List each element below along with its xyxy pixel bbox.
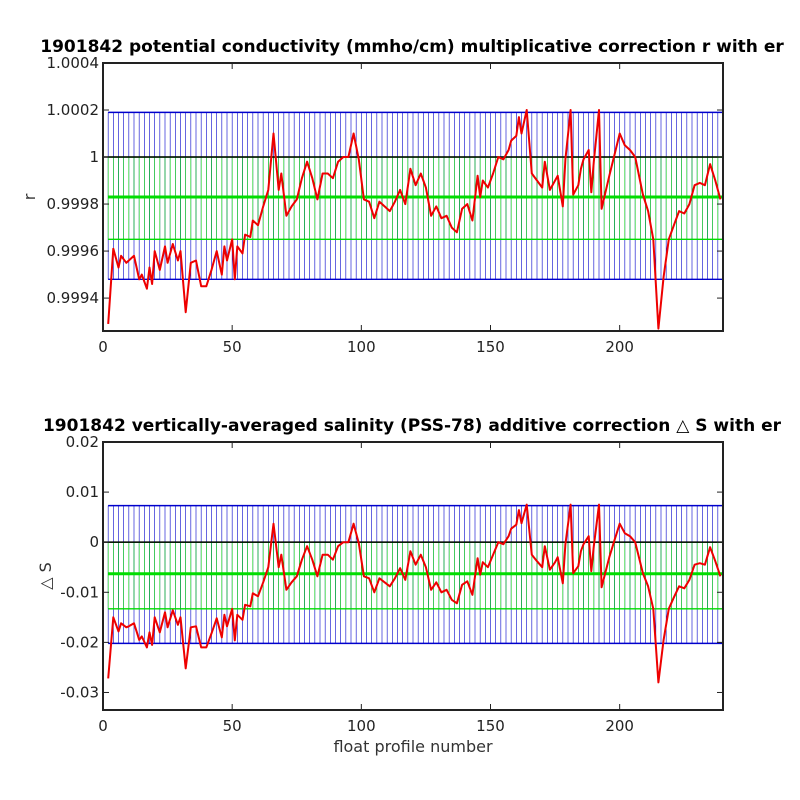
x-tick-label: 200 xyxy=(605,338,634,356)
y-tick-label: -0.03 xyxy=(60,683,99,701)
x-tick-label: 150 xyxy=(476,717,505,735)
y-tick-label: -0.02 xyxy=(60,633,99,651)
series-line xyxy=(107,109,722,330)
x-tick-label: 50 xyxy=(223,338,242,356)
x-tick-label: 100 xyxy=(347,717,376,735)
x-tick-label: 0 xyxy=(98,717,108,735)
x-tick-label: 100 xyxy=(347,338,376,356)
inner-error-bars xyxy=(107,541,724,610)
x-axis-label: float profile number xyxy=(333,737,493,756)
x-tick-label: 0 xyxy=(98,338,108,356)
y-tick-label: 1.0002 xyxy=(47,101,100,119)
y-tick-label: 0.9998 xyxy=(47,195,100,213)
series-line xyxy=(107,503,722,684)
y-tick-label: 0.02 xyxy=(66,433,99,451)
top-panel: 1901842 potential conductivity (mmho/cm)… xyxy=(20,37,784,356)
y-tick-label: -0.01 xyxy=(60,583,99,601)
y-axis-label: △ S xyxy=(36,562,55,590)
y-axis-label: r xyxy=(20,193,39,200)
y-tick-label: 0.9996 xyxy=(47,242,100,260)
x-tick-label: 150 xyxy=(476,338,505,356)
y-tick-label: 1.0004 xyxy=(47,54,100,72)
plot-area: 0 50 100 150 200 -0.03 -0.02 -0.01 0 0.01 0.02 xyxy=(60,433,724,735)
chart-title: 1901842 vertically-averaged salinity (PS… xyxy=(43,416,782,436)
axes-frame xyxy=(102,62,724,332)
y-tick-label: 0 xyxy=(89,533,99,551)
chart-title: 1901842 potential conductivity (mmho/cm)… xyxy=(40,37,784,57)
y-tick-label: 1 xyxy=(89,148,99,166)
axes-frame xyxy=(102,441,724,711)
plot-area: 0 50 100 150 200 0.9994 0.9996 0.9998 1 1.0002 1.0… xyxy=(47,54,724,356)
bottom-panel: 1901842 vertically-averaged salinity (PS… xyxy=(36,416,782,756)
x-tick-label: 50 xyxy=(223,717,242,735)
x-tick-label: 200 xyxy=(605,717,634,735)
y-tick-label: 0.01 xyxy=(66,483,99,501)
y-tick-label: 0.9994 xyxy=(47,289,100,307)
